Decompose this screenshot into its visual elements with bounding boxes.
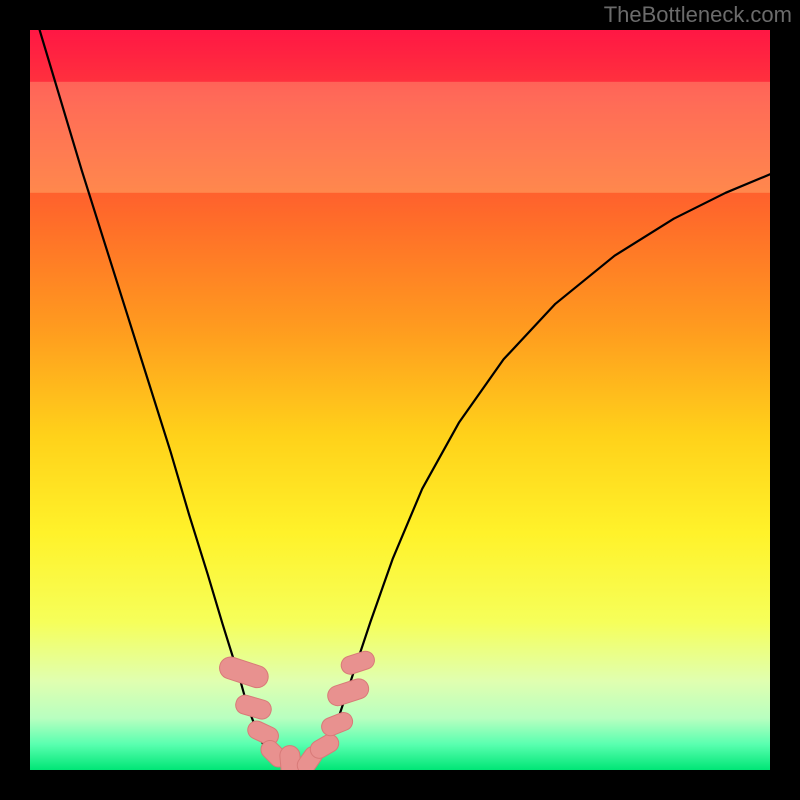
highlight-band [30,82,770,193]
plot-svg [30,30,770,770]
watermark-text: TheBottleneck.com [604,2,792,28]
plot-area [30,30,770,770]
chart-frame: TheBottleneck.com [0,0,800,800]
